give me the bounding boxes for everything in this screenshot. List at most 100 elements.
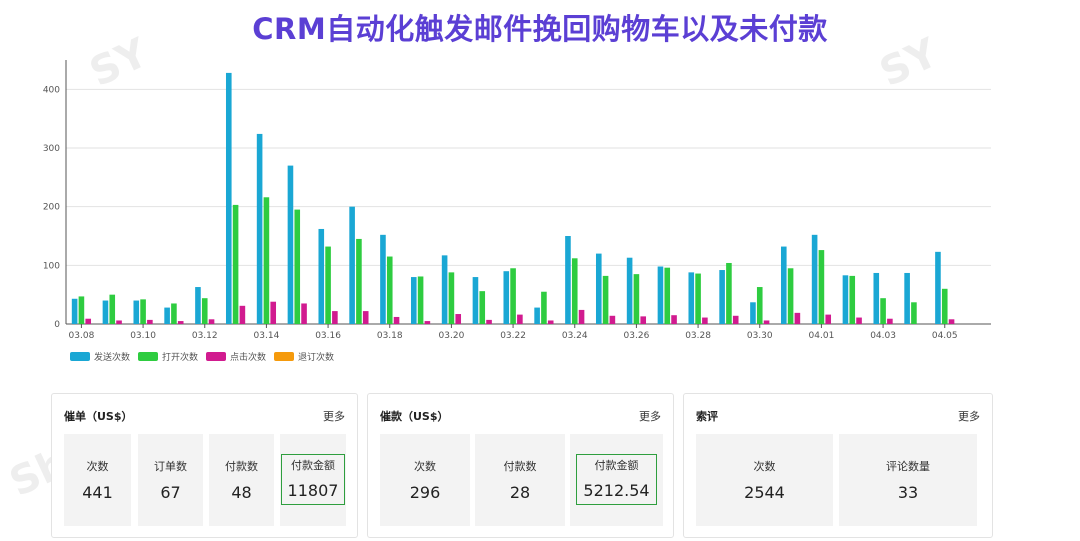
bar bbox=[948, 319, 955, 324]
bar bbox=[417, 276, 424, 324]
stat-label: 次数 bbox=[86, 460, 109, 473]
bar bbox=[102, 300, 109, 324]
stat-payment-amount: 付款金额 5212.54 bbox=[570, 434, 663, 526]
bar bbox=[626, 257, 633, 324]
more-link[interactable]: 更多 bbox=[958, 410, 980, 423]
stat-label: 次数 bbox=[414, 460, 436, 473]
bar bbox=[164, 307, 170, 324]
card-title: 催单（US$） bbox=[64, 410, 133, 423]
y-tick-label: 300 bbox=[43, 144, 60, 154]
bar bbox=[332, 311, 338, 324]
bar bbox=[664, 267, 671, 324]
stat-orders: 订单数 67 bbox=[138, 434, 203, 526]
bar bbox=[941, 288, 948, 324]
bar bbox=[571, 258, 578, 324]
legend-swatch bbox=[70, 352, 90, 361]
x-tick-label: 03.20 bbox=[439, 331, 465, 341]
x-tick-label: 04.05 bbox=[932, 331, 958, 341]
bar bbox=[472, 277, 479, 324]
stat-label: 付款金额 bbox=[291, 459, 335, 472]
stat-value: 5212.54 bbox=[583, 481, 650, 500]
bar bbox=[301, 303, 307, 324]
bar bbox=[455, 314, 462, 324]
bar bbox=[71, 298, 78, 324]
bar bbox=[534, 307, 540, 324]
bar bbox=[811, 234, 818, 324]
x-tick-label: 03.12 bbox=[192, 331, 218, 341]
bar bbox=[541, 291, 547, 324]
card-title: 催款（US$） bbox=[380, 410, 449, 423]
bar bbox=[393, 316, 400, 324]
bar bbox=[294, 209, 301, 324]
stat-value: 28 bbox=[509, 483, 531, 502]
bar bbox=[270, 301, 277, 324]
bar bbox=[78, 296, 85, 324]
y-tick-label: 200 bbox=[43, 203, 60, 213]
stat-label: 次数 bbox=[753, 460, 776, 473]
bar bbox=[602, 275, 609, 324]
bar bbox=[318, 228, 325, 324]
legend-label: 退订次数 bbox=[298, 351, 334, 363]
bar bbox=[787, 268, 794, 324]
bar bbox=[565, 236, 571, 324]
bar bbox=[595, 253, 602, 324]
x-tick-label: 03.28 bbox=[685, 331, 711, 341]
stat-label: 评论数量 bbox=[886, 460, 930, 473]
bar-chart: 0 100 200 300 400 03.08 03.10 03.12 03.14 03.16 03… bbox=[43, 60, 991, 363]
x-tick-label: 03.10 bbox=[130, 331, 156, 341]
bar bbox=[356, 238, 362, 324]
stat-count: 次数 296 bbox=[380, 434, 470, 526]
legend-label: 发送次数 bbox=[94, 351, 130, 363]
x-tick-label: 04.01 bbox=[809, 331, 835, 341]
bar bbox=[486, 319, 492, 324]
stat-value: 296 bbox=[409, 483, 441, 502]
bar bbox=[195, 287, 201, 324]
bar bbox=[726, 262, 732, 324]
bar bbox=[201, 298, 208, 324]
stat-payments: 付款数 48 bbox=[209, 434, 274, 526]
bar bbox=[547, 320, 554, 324]
bar bbox=[609, 315, 616, 324]
bar bbox=[794, 312, 801, 324]
legend-label: 打开次数 bbox=[162, 351, 198, 363]
bar bbox=[695, 273, 701, 324]
x-tick-label: 03.14 bbox=[254, 331, 280, 341]
legend-label: 点击次数 bbox=[230, 351, 266, 363]
stat-value: 67 bbox=[160, 483, 181, 502]
bar bbox=[510, 268, 516, 324]
stat-label: 付款数 bbox=[503, 460, 537, 473]
bar bbox=[109, 294, 116, 324]
bar bbox=[880, 298, 886, 324]
dunning-order-card: 催单（US$） 更多 次数 441 订单数 67 付款数 48 付款金额 118… bbox=[51, 393, 358, 538]
bar bbox=[702, 317, 708, 324]
highlight-box: 付款金额 5212.54 bbox=[576, 454, 657, 505]
bar bbox=[517, 314, 523, 324]
bar bbox=[856, 317, 862, 324]
bar bbox=[147, 319, 153, 324]
bar bbox=[140, 299, 146, 324]
bar bbox=[756, 287, 763, 324]
bar bbox=[750, 302, 756, 324]
x-tick-label: 03.30 bbox=[747, 331, 773, 341]
bar bbox=[263, 197, 270, 324]
bar bbox=[688, 272, 695, 324]
bar bbox=[410, 277, 417, 324]
stat-payment-amount: 付款金额 11807 bbox=[280, 434, 346, 526]
bar bbox=[904, 272, 910, 324]
x-tick-label: 03.24 bbox=[562, 331, 588, 341]
bar bbox=[133, 300, 140, 324]
highlight-box: 付款金额 11807 bbox=[280, 454, 346, 505]
bar bbox=[256, 133, 263, 324]
bar bbox=[818, 250, 825, 324]
legend-swatch bbox=[138, 352, 158, 361]
bar bbox=[633, 274, 640, 324]
more-link[interactable]: 更多 bbox=[323, 410, 345, 423]
more-link[interactable]: 更多 bbox=[639, 410, 661, 423]
bar bbox=[657, 266, 664, 324]
card-title: 索评 bbox=[696, 410, 718, 423]
bar bbox=[479, 291, 486, 324]
bar bbox=[763, 320, 770, 324]
bar bbox=[287, 165, 294, 324]
bar bbox=[448, 272, 455, 324]
stat-label: 付款数 bbox=[225, 460, 258, 473]
